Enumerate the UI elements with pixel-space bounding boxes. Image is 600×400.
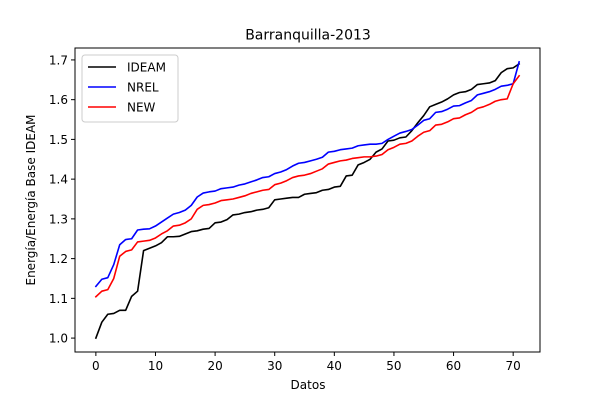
y-tick-label: 1.6 [49, 93, 68, 107]
y-tick-label: 1.3 [49, 212, 68, 226]
x-axis: 0 10 20 30 40 50 60 70 [92, 352, 521, 373]
x-tick-label: 50 [386, 359, 401, 373]
legend-label-ideam: IDEAM [127, 61, 166, 75]
chart-title: Barranquilla-2013 [245, 28, 371, 44]
y-axis: 1.0 1.1 1.2 1.3 1.4 1.5 1.6 1.7 [49, 53, 75, 346]
x-tick-label: 70 [506, 359, 521, 373]
y-tick-label: 1.0 [49, 332, 68, 346]
y-tick-label: 1.7 [49, 53, 68, 67]
y-tick-label: 1.2 [49, 252, 68, 266]
series-line-nrel [94, 60, 521, 288]
x-tick-label: 20 [207, 359, 222, 373]
legend: IDEAM NREL NEW [81, 54, 179, 123]
y-tick-label: 1.5 [49, 133, 68, 147]
plot-frame [74, 47, 541, 353]
series-line-new [94, 74, 521, 298]
legend-label-new: NEW [127, 101, 156, 115]
y-tick-label: 1.4 [49, 173, 68, 187]
series-layer [94, 60, 521, 340]
y-tick-label: 1.1 [49, 292, 68, 306]
x-tick-label: 60 [446, 359, 461, 373]
legend-box [81, 54, 179, 123]
x-tick-label: 0 [92, 359, 100, 373]
x-axis-label: Datos [291, 378, 326, 392]
x-tick-label: 40 [327, 359, 342, 373]
x-tick-label: 30 [267, 359, 282, 373]
series-line-ideam [94, 62, 521, 340]
legend-label-nrel: NREL [127, 81, 159, 95]
x-tick-label: 10 [148, 359, 163, 373]
y-axis-label: Energía/Energía Base IDEAM [24, 114, 38, 285]
